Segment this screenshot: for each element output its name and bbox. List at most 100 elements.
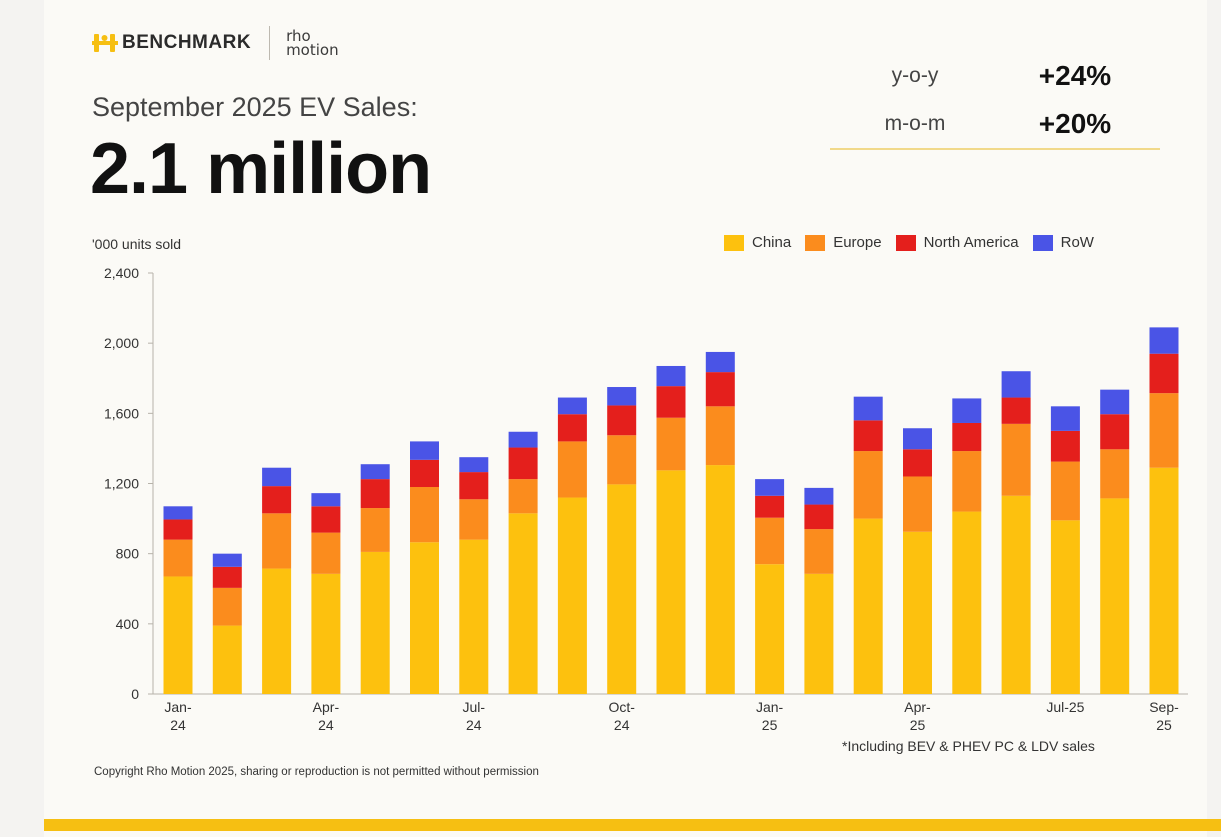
logo-row: BENCHMARK rho motion bbox=[92, 24, 339, 62]
bar-segment-europe bbox=[212, 587, 242, 626]
benchmark-logo-text: BENCHMARK bbox=[122, 32, 252, 53]
bar-segment-north-america bbox=[1100, 414, 1130, 450]
bar-segment-row bbox=[410, 441, 439, 460]
bar-segment-europe bbox=[557, 441, 587, 498]
legend-label-europe: Europe bbox=[833, 234, 882, 251]
bar-segment-north-america bbox=[853, 420, 883, 452]
logo-divider bbox=[269, 26, 271, 60]
legend-label-row: RoW bbox=[1060, 234, 1094, 251]
stat-row-yoy: y-o-y +24% bbox=[830, 58, 1160, 94]
y-tick-label: 800 bbox=[116, 546, 140, 562]
bar-segment-europe bbox=[163, 539, 193, 577]
bar-segment-north-america bbox=[459, 472, 489, 500]
bar-segment-europe bbox=[804, 529, 834, 574]
bar-segment-north-america bbox=[163, 519, 193, 540]
y-tick-label: 0 bbox=[131, 686, 139, 702]
y-tick-label: 2,000 bbox=[104, 335, 139, 351]
x-tick-label: 25 bbox=[1156, 717, 1172, 733]
x-tick-label: 25 bbox=[910, 717, 926, 733]
legend-swatch-china bbox=[724, 234, 744, 251]
bar-segment-row bbox=[804, 487, 834, 505]
bar-segment-row bbox=[508, 431, 538, 448]
bar-segment-europe bbox=[903, 476, 932, 532]
bar-segment-china bbox=[163, 576, 193, 694]
x-tick-label: Jul-25 bbox=[1046, 699, 1084, 715]
bar-segment-europe bbox=[311, 532, 341, 574]
bar-segment-north-america bbox=[804, 504, 834, 530]
stat-row-mom: m-o-m +20% bbox=[830, 106, 1160, 142]
stat-label-mom: m-o-m bbox=[884, 112, 946, 135]
bottom-accent-bar bbox=[44, 819, 1221, 831]
bar-segment-china bbox=[1050, 520, 1080, 694]
bar-segment-europe bbox=[360, 508, 390, 552]
stat-value-yoy: +24% bbox=[1038, 60, 1112, 91]
bar-segment-china bbox=[804, 573, 834, 694]
bar-segment-row bbox=[1100, 389, 1130, 415]
y-tick-label: 1,600 bbox=[104, 405, 139, 421]
bar-segment-north-america bbox=[508, 447, 538, 480]
bar-segment-china bbox=[755, 564, 785, 694]
bar-segment-north-america bbox=[755, 495, 785, 518]
x-tick-label: Jul- bbox=[463, 699, 486, 715]
chart-footnote: *Including BEV & PHEV PC & LDV sales bbox=[842, 738, 1095, 754]
legend-swatch-north-america bbox=[895, 234, 916, 251]
bar-segment-china bbox=[459, 539, 489, 694]
x-tick-label: Jan- bbox=[164, 699, 192, 715]
y-axis-unit-label: '000 units sold bbox=[92, 236, 182, 252]
x-tick-label: Jan- bbox=[756, 699, 784, 715]
bar-segment-europe bbox=[410, 487, 439, 543]
bar-segment-row bbox=[212, 553, 242, 567]
bar-segment-europe bbox=[853, 451, 883, 519]
bar-segment-row bbox=[311, 493, 341, 507]
y-tick-label: 400 bbox=[116, 616, 140, 632]
bar-segment-north-america bbox=[262, 486, 292, 514]
x-tick-label: 24 bbox=[318, 717, 334, 733]
bar-segment-europe bbox=[705, 406, 735, 466]
bar-segment-europe bbox=[607, 435, 637, 485]
bar-segment-europe bbox=[952, 451, 982, 512]
bar-segment-north-america bbox=[952, 422, 982, 452]
y-tick-label: 1,200 bbox=[104, 476, 139, 492]
bar-segment-row bbox=[705, 351, 735, 373]
legend-label-china: China bbox=[752, 234, 792, 251]
bar-segment-north-america bbox=[1050, 430, 1080, 462]
bar-segment-row bbox=[903, 428, 932, 450]
bar-segment-europe bbox=[1001, 423, 1031, 496]
legend-item-row: RoW bbox=[1032, 234, 1094, 251]
legend-label-north-america: North America bbox=[923, 234, 1019, 251]
bar-segment-china bbox=[557, 497, 587, 694]
bar-segment-row bbox=[853, 396, 883, 421]
stat-label-yoy: y-o-y bbox=[891, 64, 939, 87]
page-headline: 2.1 million bbox=[90, 129, 432, 209]
bar-segment-north-america bbox=[360, 479, 390, 509]
bar-segment-china bbox=[853, 518, 883, 694]
bar-segment-china bbox=[607, 484, 637, 694]
bar-segment-china bbox=[262, 568, 292, 694]
bar-segment-row bbox=[459, 457, 489, 473]
bar-segment-row bbox=[557, 397, 587, 415]
bar-segment-europe bbox=[1100, 449, 1130, 499]
page-subtitle: September 2025 EV Sales: bbox=[92, 92, 418, 122]
rho-motion-line1: rho bbox=[286, 26, 311, 45]
legend-item-europe: Europe bbox=[805, 234, 882, 251]
x-tick-label: 24 bbox=[466, 717, 482, 733]
x-tick-label: Apr- bbox=[904, 699, 931, 715]
bar-segment-north-america bbox=[1001, 397, 1031, 424]
bar-segment-north-america bbox=[410, 459, 439, 488]
bar-segment-north-america bbox=[656, 386, 686, 418]
x-tick-label: 24 bbox=[614, 717, 630, 733]
bar-segment-europe bbox=[262, 513, 292, 569]
bar-segment-europe bbox=[755, 517, 785, 565]
x-tick-label: Oct- bbox=[608, 699, 635, 715]
bar-segment-europe bbox=[656, 417, 686, 471]
bar-segment-europe bbox=[1149, 393, 1179, 468]
benchmark-logo-icon bbox=[92, 30, 118, 56]
bar-segment-north-america bbox=[557, 414, 587, 442]
bar-segment-china bbox=[1001, 495, 1031, 694]
rho-motion-logo: rho motion bbox=[286, 26, 339, 58]
bar-segment-china bbox=[360, 551, 390, 694]
bar-segment-north-america bbox=[212, 566, 242, 588]
bar-segment-north-america bbox=[903, 449, 932, 477]
bar-segment-north-america bbox=[705, 372, 735, 407]
